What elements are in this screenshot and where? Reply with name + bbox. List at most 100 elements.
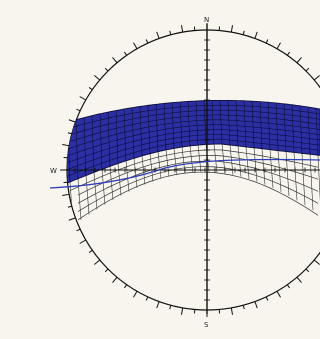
mesh-row-line xyxy=(77,166,319,212)
degree-tick xyxy=(133,42,138,50)
mesh-row-line xyxy=(67,104,320,130)
mesh-col-line xyxy=(267,102,271,150)
mesh-col-line xyxy=(269,149,274,189)
degree-tick xyxy=(94,75,101,81)
degree-ticks xyxy=(60,23,320,317)
mesh-row-line xyxy=(77,160,319,204)
mesh-col-line xyxy=(195,100,199,146)
mesh-row-line xyxy=(69,149,319,191)
mesh-row-line xyxy=(67,109,320,137)
mesh-col-line xyxy=(173,148,178,175)
mesh-col-line xyxy=(131,107,135,159)
degree-tick xyxy=(305,67,310,72)
mesh-col-line xyxy=(115,110,119,165)
mesh-col-line xyxy=(171,102,175,149)
mesh-col-line xyxy=(245,146,250,179)
degree-tick xyxy=(169,30,172,35)
mesh-col-line xyxy=(275,102,279,151)
degree-tick xyxy=(62,143,70,147)
degree-tick xyxy=(286,51,291,56)
mesh-col-line xyxy=(77,178,82,220)
mesh-col-line xyxy=(99,113,103,171)
mesh-col-line xyxy=(283,103,287,152)
mesh-col-line xyxy=(253,147,258,182)
mesh-col-line xyxy=(299,105,303,154)
mesh-col-line xyxy=(165,149,170,177)
degree-tick xyxy=(305,268,310,273)
degree-tick xyxy=(313,259,320,265)
degree-tick xyxy=(242,30,245,35)
mesh-col-line xyxy=(147,105,151,155)
degree-tick xyxy=(276,42,281,50)
mesh-col-line xyxy=(197,145,202,173)
mesh-col-line xyxy=(227,100,231,145)
degree-tick xyxy=(67,205,72,208)
mesh-col-line xyxy=(157,151,162,179)
degree-tick xyxy=(123,284,128,289)
degree-tick xyxy=(104,268,109,273)
degree-tick xyxy=(169,305,172,310)
mesh-col-line xyxy=(75,119,79,180)
degree-tick xyxy=(104,67,109,72)
mesh-col-line xyxy=(139,106,143,157)
mesh-col-line xyxy=(235,100,239,146)
mesh-col-line xyxy=(179,101,183,148)
mesh-col-line xyxy=(163,103,167,151)
mesh-col-line xyxy=(181,146,186,174)
mesh-col-line xyxy=(189,145,194,173)
south-label: S xyxy=(204,321,209,329)
degree-tick xyxy=(112,57,118,64)
great-circle-trace xyxy=(49,158,320,189)
degree-tick xyxy=(88,249,93,254)
degree-tick xyxy=(68,119,76,123)
degree-tick xyxy=(79,96,87,101)
mesh-row-line xyxy=(67,119,320,151)
degree-tick xyxy=(123,51,128,56)
degree-tick xyxy=(68,217,76,221)
mesh-col-line xyxy=(259,101,263,149)
degree-tick xyxy=(62,193,70,197)
degree-tick xyxy=(254,31,258,39)
degree-tick xyxy=(242,305,245,310)
degree-tick xyxy=(180,307,184,315)
mesh-col-line xyxy=(187,101,191,147)
mesh-col-line xyxy=(123,109,127,162)
degree-tick xyxy=(156,301,160,309)
mesh-col-line xyxy=(315,108,319,155)
blue-band-fill xyxy=(67,100,320,186)
mesh-col-line xyxy=(211,100,215,145)
mesh-col-line xyxy=(83,117,87,177)
mesh-col-line xyxy=(155,104,159,153)
blue-mesh-band xyxy=(67,100,320,186)
mesh-col-line xyxy=(101,169,106,205)
axis-ticks xyxy=(74,39,316,301)
degree-tick xyxy=(265,296,269,301)
degree-tick xyxy=(156,31,160,39)
mesh-col-line xyxy=(107,112,111,168)
degree-tick xyxy=(265,39,269,44)
mesh-col-line xyxy=(251,101,255,148)
degree-tick xyxy=(76,108,81,112)
mesh-row-line xyxy=(77,171,319,221)
mesh-col-line xyxy=(301,153,306,206)
degree-tick xyxy=(296,276,302,283)
mesh-col-line xyxy=(219,100,223,145)
uncolored-mesh-band xyxy=(69,143,320,226)
mesh-col-line xyxy=(277,150,282,192)
degree-tick xyxy=(276,290,281,298)
degree-tick xyxy=(112,276,118,283)
west-label: W xyxy=(50,167,57,175)
degree-tick xyxy=(286,284,291,289)
degree-tick xyxy=(296,57,302,64)
degree-tick xyxy=(230,307,234,315)
mesh-col-line xyxy=(91,115,95,174)
mesh-col-line xyxy=(85,175,90,215)
degree-tick xyxy=(254,301,258,309)
degree-tick xyxy=(88,86,93,91)
degree-tick xyxy=(76,228,81,232)
mesh-col-line xyxy=(285,151,290,196)
degree-tick xyxy=(145,296,149,301)
degree-tick xyxy=(79,239,87,244)
degree-tick xyxy=(67,132,72,135)
